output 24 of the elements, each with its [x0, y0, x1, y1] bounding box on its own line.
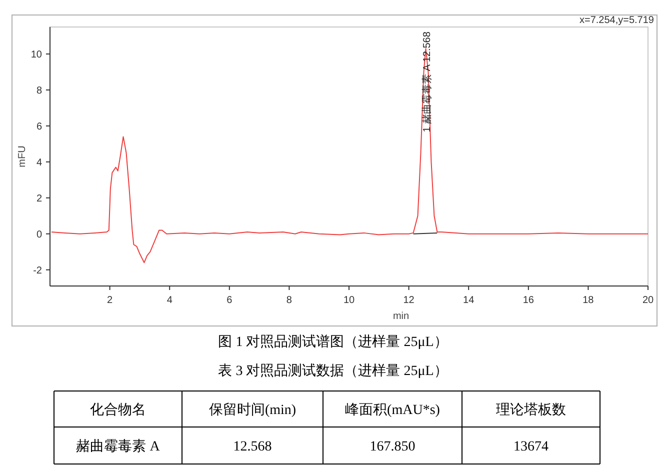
- x-tick-label: 16: [522, 295, 534, 306]
- y-tick-label: 2: [36, 193, 42, 204]
- x-axis-title: min: [392, 311, 410, 322]
- text: 表 3 对照品测试数据（进样量 25μL）: [218, 363, 448, 379]
- x-tick-label: 8: [286, 295, 292, 306]
- x-tick-label: 18: [582, 295, 594, 306]
- table: 化合物名 保留时间(min) 峰面积(mAU*s) 理论塔板数 赭曲霉毒素 A 12.568 167.850 13674: [54, 390, 600, 464]
- x-tick-label: 4: [166, 295, 173, 306]
- x-tick-label: 20: [642, 295, 654, 306]
- y-tick-label: 8: [36, 85, 42, 96]
- y-tick-label: 0: [36, 229, 42, 240]
- y-tick-label: 4: [36, 157, 42, 168]
- y-tick-label: -2: [33, 265, 42, 276]
- x-tick-label: 12: [403, 295, 415, 306]
- annotation: 1 赭曲霉毒素 A 12.568: [420, 31, 433, 132]
- y-tick-label: 10: [30, 49, 42, 60]
- text: 图 1 对照品测试谱图（进样量 25μL）: [218, 334, 448, 350]
- text: x=7.254,y=5.719: [579, 15, 654, 26]
- x-tick-label: 2: [107, 295, 114, 306]
- y-axis-title: mFU: [17, 146, 28, 168]
- x-tick-label: 6: [226, 295, 233, 306]
- y-tick-label: 6: [36, 121, 42, 132]
- x-tick-label: 14: [463, 295, 475, 306]
- x-tick-label: 10: [343, 295, 355, 306]
